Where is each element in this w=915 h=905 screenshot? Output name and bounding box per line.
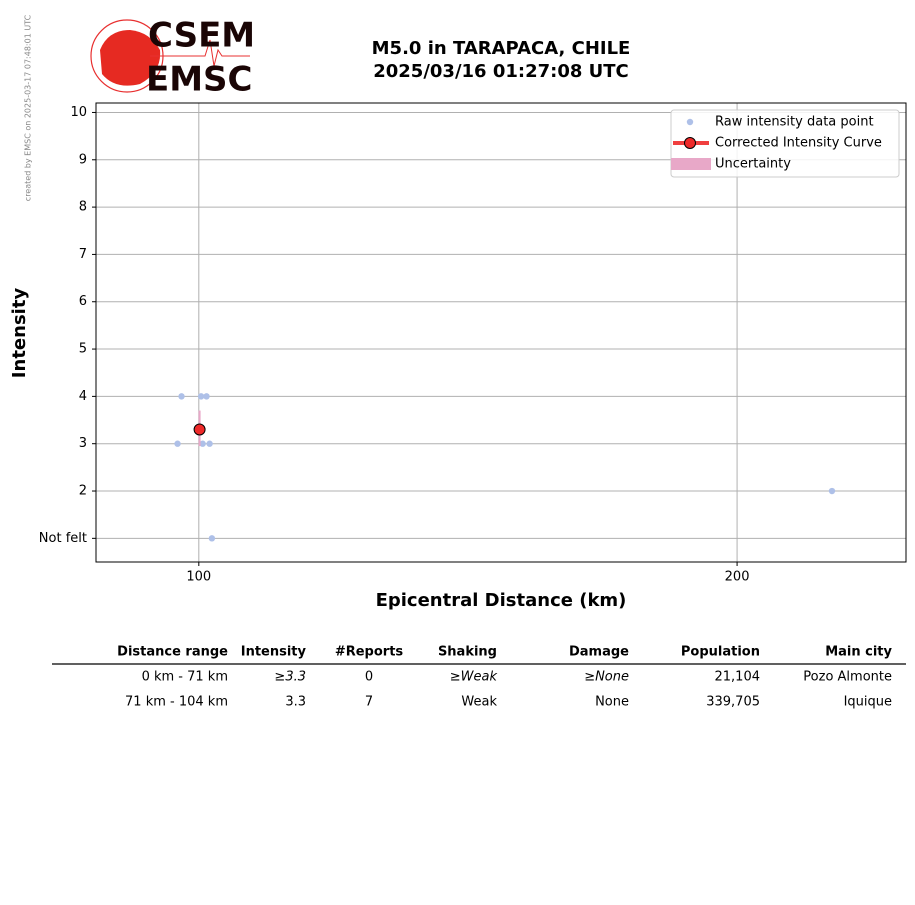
legend-label: Corrected Intensity Curve <box>715 136 882 151</box>
credit: created by EMSC on 2025-03-17 07:48:01 U… <box>24 14 33 201</box>
legend-marker <box>671 158 711 170</box>
raw-point <box>199 440 206 447</box>
table-cell: 339,705 <box>706 695 760 710</box>
raw-point <box>197 393 205 400</box>
chart-subtitle: 2025/03/16 01:27:08 UTC <box>373 61 629 82</box>
y-tick-label: 8 <box>79 200 87 215</box>
table-cell: 0 <box>365 670 373 685</box>
y-tick-label: Not felt <box>39 531 87 546</box>
table-cell: 0 km - 71 km <box>142 670 228 685</box>
legend-marker <box>686 118 694 126</box>
table-cell: ≥3.3 <box>274 670 306 685</box>
table-header: #Reports <box>335 645 404 660</box>
table-cell: 3.3 <box>285 695 306 710</box>
table-header: Distance range <box>117 645 228 660</box>
legend-box <box>670 109 900 178</box>
y-tick-label: 3 <box>79 436 87 451</box>
table-cell: 21,104 <box>715 670 761 685</box>
y-tick-label: 4 <box>79 389 87 404</box>
table-cell: None <box>595 695 629 710</box>
logo-wave <box>150 39 250 67</box>
table-cell: ≥Weak <box>450 670 498 685</box>
logo-top: CSEM <box>148 16 255 56</box>
table-header: Shaking <box>438 645 497 660</box>
y-tick-label: 2 <box>79 484 87 499</box>
legend-label: Uncertainty <box>715 157 791 172</box>
table-cell: Pozo Almonte <box>803 670 892 685</box>
chart-title: M5.0 in TARAPACA, CHILE <box>372 38 631 59</box>
table-cell: 7 <box>365 695 373 710</box>
legend-label: Raw intensity data point <box>715 115 874 130</box>
plot-frame <box>95 102 907 563</box>
x-tick-label: 200 <box>725 570 750 585</box>
raw-point <box>208 535 216 542</box>
x-axis-label: Epicentral Distance (km) <box>376 590 627 611</box>
raw-point <box>174 440 181 447</box>
y-tick-label: 7 <box>79 247 87 262</box>
table-header: Main city <box>825 645 892 660</box>
table-cell: ≥None <box>584 670 629 685</box>
y-tick-label: 5 <box>79 342 87 357</box>
logo-map <box>100 30 161 86</box>
raw-point <box>178 393 185 400</box>
legend-marker <box>684 137 696 149</box>
table-cell: Weak <box>461 695 497 710</box>
table-cell: Iquique <box>844 695 892 710</box>
y-axis-label: Intensity <box>9 288 30 379</box>
table-header: Damage <box>569 645 629 660</box>
logo: CSEM EMSC <box>90 16 255 100</box>
raw-point <box>828 487 836 495</box>
logo-bottom: EMSC <box>146 60 253 100</box>
raw-point <box>203 393 210 400</box>
y-tick-label: 6 <box>79 294 87 309</box>
table-header: Intensity <box>241 645 307 660</box>
x-tick-label: 100 <box>186 570 211 585</box>
y-tick-label: 10 <box>70 105 87 120</box>
y-tick-label: 9 <box>79 152 87 167</box>
table-header: Population <box>681 645 760 660</box>
corrected-point <box>193 423 206 436</box>
table-cell: 71 km - 104 km <box>125 695 228 710</box>
raw-point <box>206 440 213 447</box>
